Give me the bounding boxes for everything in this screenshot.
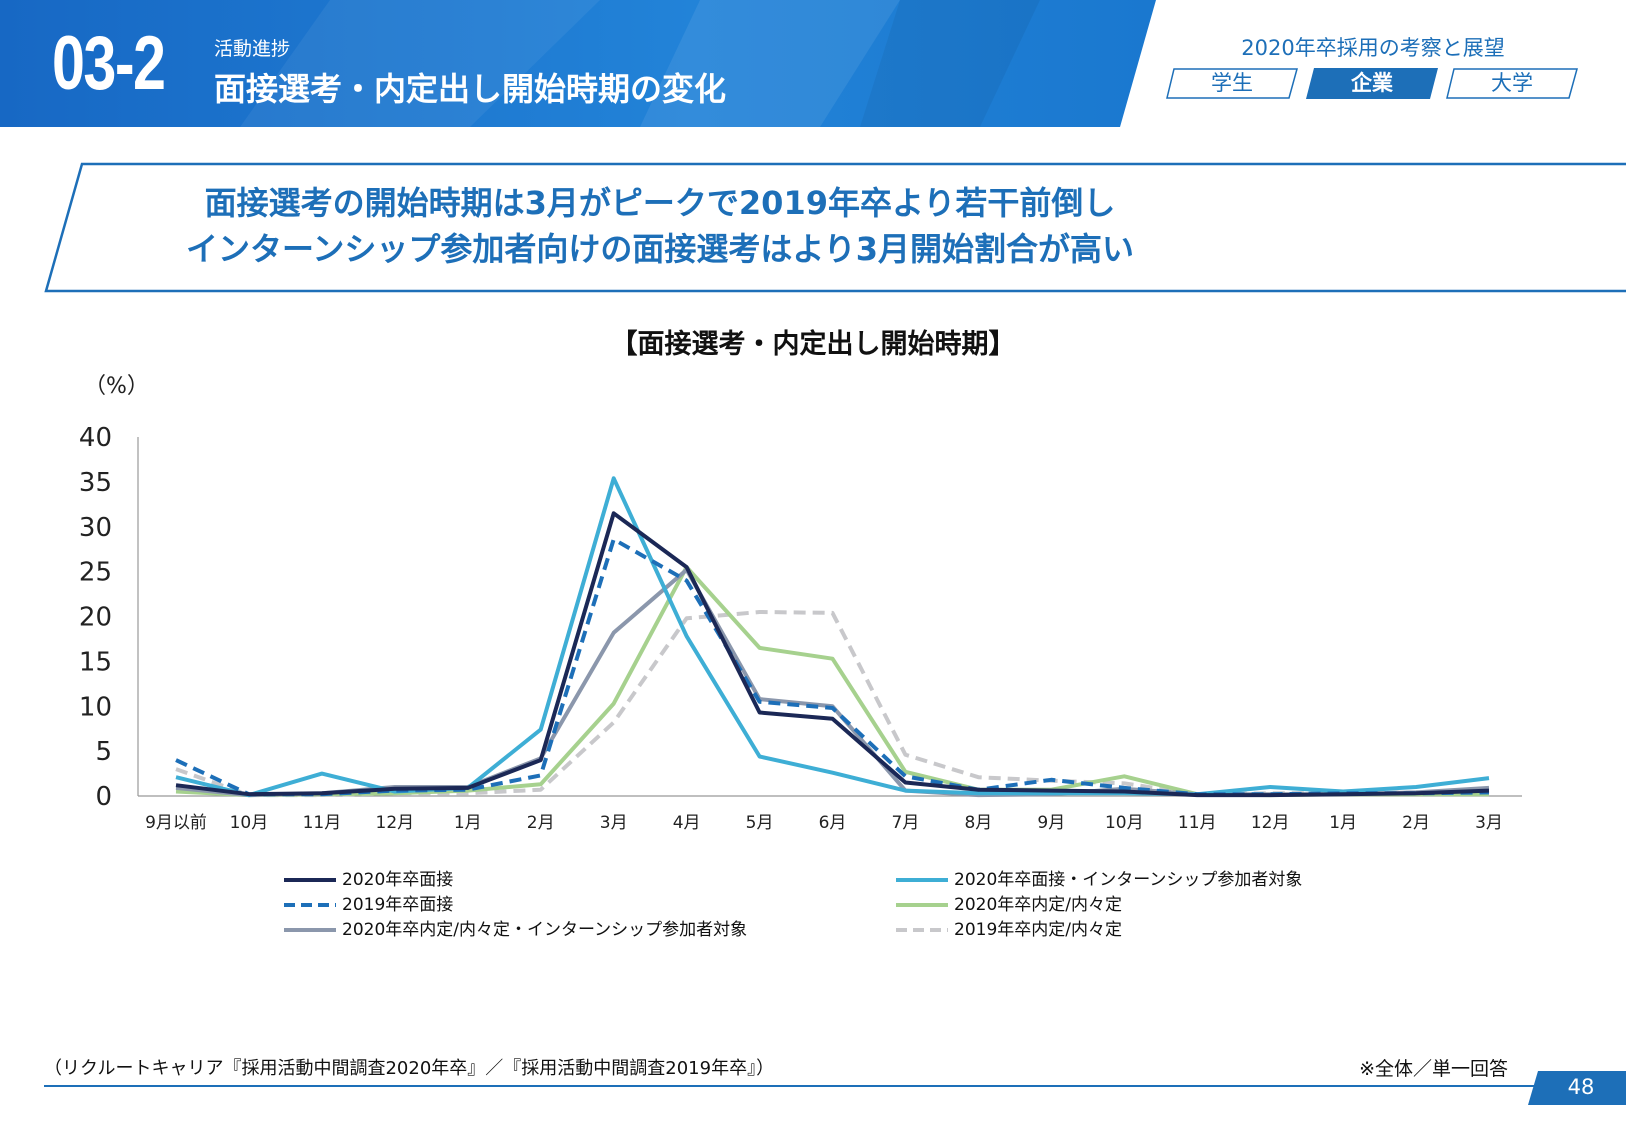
legend-label: 2020年卒面接・インターンシップ参加者対象 xyxy=(954,870,1303,890)
footer-divider xyxy=(44,1085,1626,1087)
x-tick-label: 7月 xyxy=(892,813,920,833)
x-tick-label: 10月 xyxy=(1105,813,1144,833)
x-tick-label: 8月 xyxy=(964,813,992,833)
page-number-badge: 48 xyxy=(1528,1071,1626,1105)
x-tick-label: 1月 xyxy=(454,813,482,833)
tab-student[interactable]: 学生 xyxy=(1166,68,1298,99)
series-line-2 xyxy=(175,476,1490,798)
tab-label: 学生 xyxy=(1211,71,1253,95)
x-tick-label: 12月 xyxy=(376,813,415,833)
x-tick-label: 11月 xyxy=(303,813,342,833)
series-line-1 xyxy=(175,511,1490,798)
tab-label: 企業 xyxy=(1351,71,1393,95)
category-tabs: 学生 企業 大学 xyxy=(1166,68,1578,99)
series-line-3 xyxy=(175,537,1490,797)
tab-university[interactable]: 大学 xyxy=(1446,68,1578,99)
line-chart: 0 5 10 15 20 25 30 35 40 9月以前 10月 11月 12月 1月 2月 3月 4月 5月 6… xyxy=(79,423,1522,833)
chart-title: 【面接選考・内定出し開始時期】 xyxy=(610,329,1016,360)
legend-label: 2020年卒内定/内々定・インターンシップ参加者対象 xyxy=(342,920,748,940)
tab-label: 大学 xyxy=(1491,71,1533,95)
y-tick-label: 40 xyxy=(79,423,112,453)
section-label: 活動進捗 xyxy=(214,38,291,60)
x-tick-label: 10月 xyxy=(230,813,269,833)
y-axis-unit: （%） xyxy=(84,374,149,399)
x-tick-label: 2月 xyxy=(1402,813,1430,833)
legend-label: 2020年卒面接 xyxy=(342,870,454,890)
series-line-5 xyxy=(175,567,1490,798)
x-tick-label: 3月 xyxy=(600,813,628,833)
section-title: 面接選考・内定出し開始時期の変化 xyxy=(214,70,727,108)
source-citation: （リクルートキャリア『採用活動中間調査2020年卒』／『採用活動中間調査2019… xyxy=(44,1058,775,1079)
headline-line-1: 面接選考の開始時期は3月がピークで2019年卒より若干前倒し xyxy=(204,184,1116,222)
x-tick-label: 9月 xyxy=(1037,813,1065,833)
headline-line-2: インターンシップ参加者向けの面接選考はより3月開始割合が高い xyxy=(185,230,1135,268)
y-tick-label: 30 xyxy=(79,513,112,543)
x-tick-label: 3月 xyxy=(1475,813,1503,833)
header-band xyxy=(0,0,1160,127)
y-tick-label: 0 xyxy=(95,782,112,812)
tab-company[interactable]: 企業 xyxy=(1306,68,1438,99)
x-tick-label: 12月 xyxy=(1251,813,1290,833)
x-tick-label: 6月 xyxy=(819,813,847,833)
y-tick-label: 35 xyxy=(79,468,112,498)
report-title: 2020年卒採用の考察と展望 xyxy=(1241,36,1505,60)
page-number: 48 xyxy=(1567,1075,1595,1099)
y-tick-label: 10 xyxy=(79,692,112,722)
x-tick-label: 5月 xyxy=(746,813,774,833)
response-note: ※全体／単一回答 xyxy=(1359,1058,1508,1080)
y-tick-label: 20 xyxy=(79,603,112,633)
legend: 2020年卒面接 2020年卒面接・インターンシップ参加者対象 2019年卒面接… xyxy=(0,868,1626,948)
series-line-6 xyxy=(175,610,1490,798)
y-tick-label: 5 xyxy=(95,737,112,767)
y-tick-label: 25 xyxy=(79,558,112,588)
x-tick-label: 9月以前 xyxy=(145,813,207,833)
headline: 面接選考の開始時期は3月がピークで2019年卒より若干前倒し インターンシップ参… xyxy=(50,180,1270,272)
legend-label: 2019年卒内定/内々定 xyxy=(954,920,1122,940)
x-tick-label: 4月 xyxy=(673,813,701,833)
series-line-4 xyxy=(175,565,1489,798)
headline-box xyxy=(44,162,1626,294)
legend-label: 2019年卒面接 xyxy=(342,895,454,915)
x-tick-label: 11月 xyxy=(1178,813,1217,833)
legend-label: 2020年卒内定/内々定 xyxy=(954,895,1122,915)
y-tick-label: 15 xyxy=(79,647,112,677)
x-tick-label: 1月 xyxy=(1329,813,1357,833)
x-tick-label: 2月 xyxy=(527,813,555,833)
section-number: 03-2 xyxy=(52,21,166,106)
